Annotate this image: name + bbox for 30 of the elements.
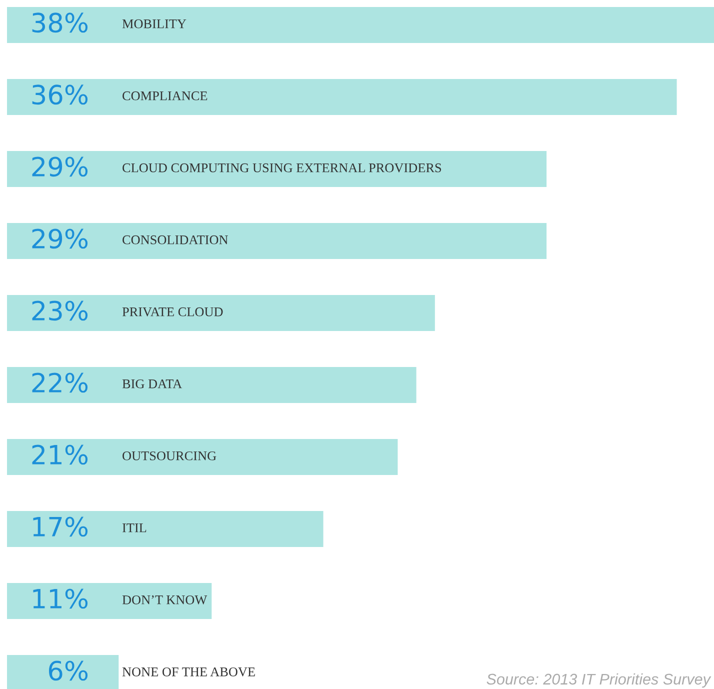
data-label: 36% — [32, 84, 88, 105]
y-tick-label: DON’T KNOW — [122, 595, 208, 604]
data-label: 17% — [33, 516, 88, 537]
bar — [7, 439, 398, 476]
bar — [7, 295, 435, 331]
data-label: 21% — [32, 444, 88, 465]
bar — [7, 367, 416, 404]
bar — [7, 511, 324, 548]
data-label: 23% — [32, 300, 88, 321]
y-tick-label: MOBILITY — [122, 19, 186, 28]
data-label: 29% — [32, 228, 88, 249]
data-label: 29% — [32, 156, 88, 177]
data-label: 11% — [33, 588, 88, 609]
y-tick-label: BIG DATA — [122, 379, 182, 388]
bar — [7, 150, 547, 187]
bar — [7, 6, 714, 43]
y-tick-label: CONSOLIDATION — [122, 235, 228, 244]
y-tick-label: ITIL — [122, 524, 146, 532]
data-label: 22% — [32, 372, 88, 393]
y-tick-label: NONE OF THE ABOVE — [122, 667, 255, 676]
y-tick-label: OUTSOURCING — [122, 451, 216, 460]
bar — [7, 222, 547, 259]
y-tick-label: COMPLIANCE — [122, 91, 208, 100]
annotation: Source: 2013 IT Priorities Survey — [486, 673, 712, 688]
data-label: 38% — [32, 12, 88, 33]
y-tick-label: CLOUD COMPUTING USING EXTERNAL PROVIDERS — [122, 163, 442, 172]
y-tick-label: PRIVATE CLOUD — [122, 307, 223, 316]
data-label: 6% — [48, 660, 88, 681]
bar — [7, 583, 212, 620]
bar — [7, 78, 677, 115]
